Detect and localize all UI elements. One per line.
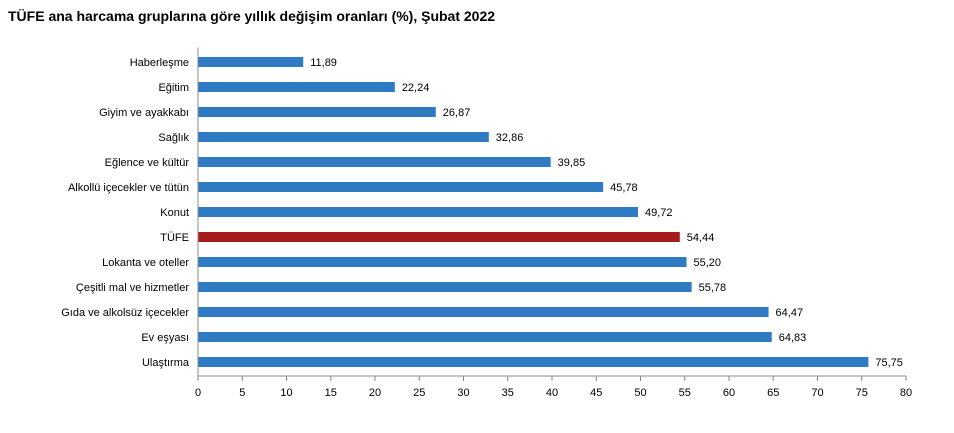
x-tick-label: 45 [590, 387, 602, 399]
value-label: 64,47 [776, 307, 804, 319]
bars-layer: Haberleşme 11,89 Eğitim 22,24 Giyim ve ayakk… [61, 57, 903, 369]
x-tick-label: 10 [280, 387, 292, 399]
category-label: Haberleşme [130, 57, 189, 69]
x-tick-label: 0 [195, 387, 201, 399]
category-label: Çeşitli mal ve hizmetler [76, 282, 189, 294]
value-label: 26,87 [443, 107, 471, 119]
bar [198, 257, 687, 267]
x-tick-label: 35 [502, 387, 514, 399]
bar [198, 82, 395, 92]
value-label: 39,85 [558, 157, 586, 169]
x-tick-label: 5 [239, 387, 245, 399]
bar [198, 282, 692, 292]
value-label: 75,75 [875, 357, 903, 369]
value-label: 11,89 [310, 57, 337, 69]
x-tick-label: 60 [723, 387, 735, 399]
bar [198, 107, 436, 117]
bar [198, 132, 489, 142]
x-tick-label: 20 [369, 387, 381, 399]
x-tick-label: 65 [767, 387, 779, 399]
bar [198, 57, 304, 67]
value-label: 54,44 [687, 232, 715, 244]
chart-title: TÜFE ana harcama gruplarına göre yıllık … [8, 8, 496, 24]
category-label: Sağlık [158, 132, 189, 144]
value-label: 22,24 [402, 82, 430, 94]
bar-highlight [198, 232, 680, 242]
bar [198, 307, 769, 317]
category-label: Giyim ve ayakkabı [99, 107, 189, 119]
x-tick-label: 80 [900, 387, 912, 399]
category-label: Konut [160, 207, 189, 219]
category-label: Eğlence ve kültür [105, 157, 190, 169]
category-label: Lokanta ve oteller [102, 257, 189, 269]
x-tick-label: 40 [546, 387, 558, 399]
category-label: Ev eşyası [141, 332, 189, 344]
category-label: TÜFE [160, 232, 189, 244]
value-label: 55,78 [699, 282, 727, 294]
x-axis: 0 5 10 15 20 25 30 35 40 45 50 55 60 65 70 75 80 [195, 47, 912, 399]
bar [198, 332, 772, 342]
x-tick-label: 55 [679, 387, 691, 399]
value-label: 45,78 [610, 182, 638, 194]
category-label: Alkollü içecekler ve tütün [68, 182, 189, 194]
bar [198, 182, 604, 192]
x-tick-label: 50 [634, 387, 646, 399]
value-label: 32,86 [496, 132, 524, 144]
x-tick-label: 30 [457, 387, 469, 399]
category-label: Eğitim [158, 82, 189, 94]
value-label: 55,20 [694, 257, 722, 269]
bar [198, 357, 869, 367]
bar [198, 207, 639, 217]
x-tick-label: 25 [413, 387, 425, 399]
bar [198, 157, 551, 167]
category-label: Gıda ve alkolsüz içecekler [61, 307, 189, 319]
x-tick-label: 15 [325, 387, 337, 399]
x-tick-label: 70 [811, 387, 823, 399]
x-tick-label: 75 [856, 387, 868, 399]
value-label: 49,72 [645, 207, 673, 219]
value-label: 64,83 [779, 332, 807, 344]
category-label: Ulaştırma [142, 357, 190, 369]
